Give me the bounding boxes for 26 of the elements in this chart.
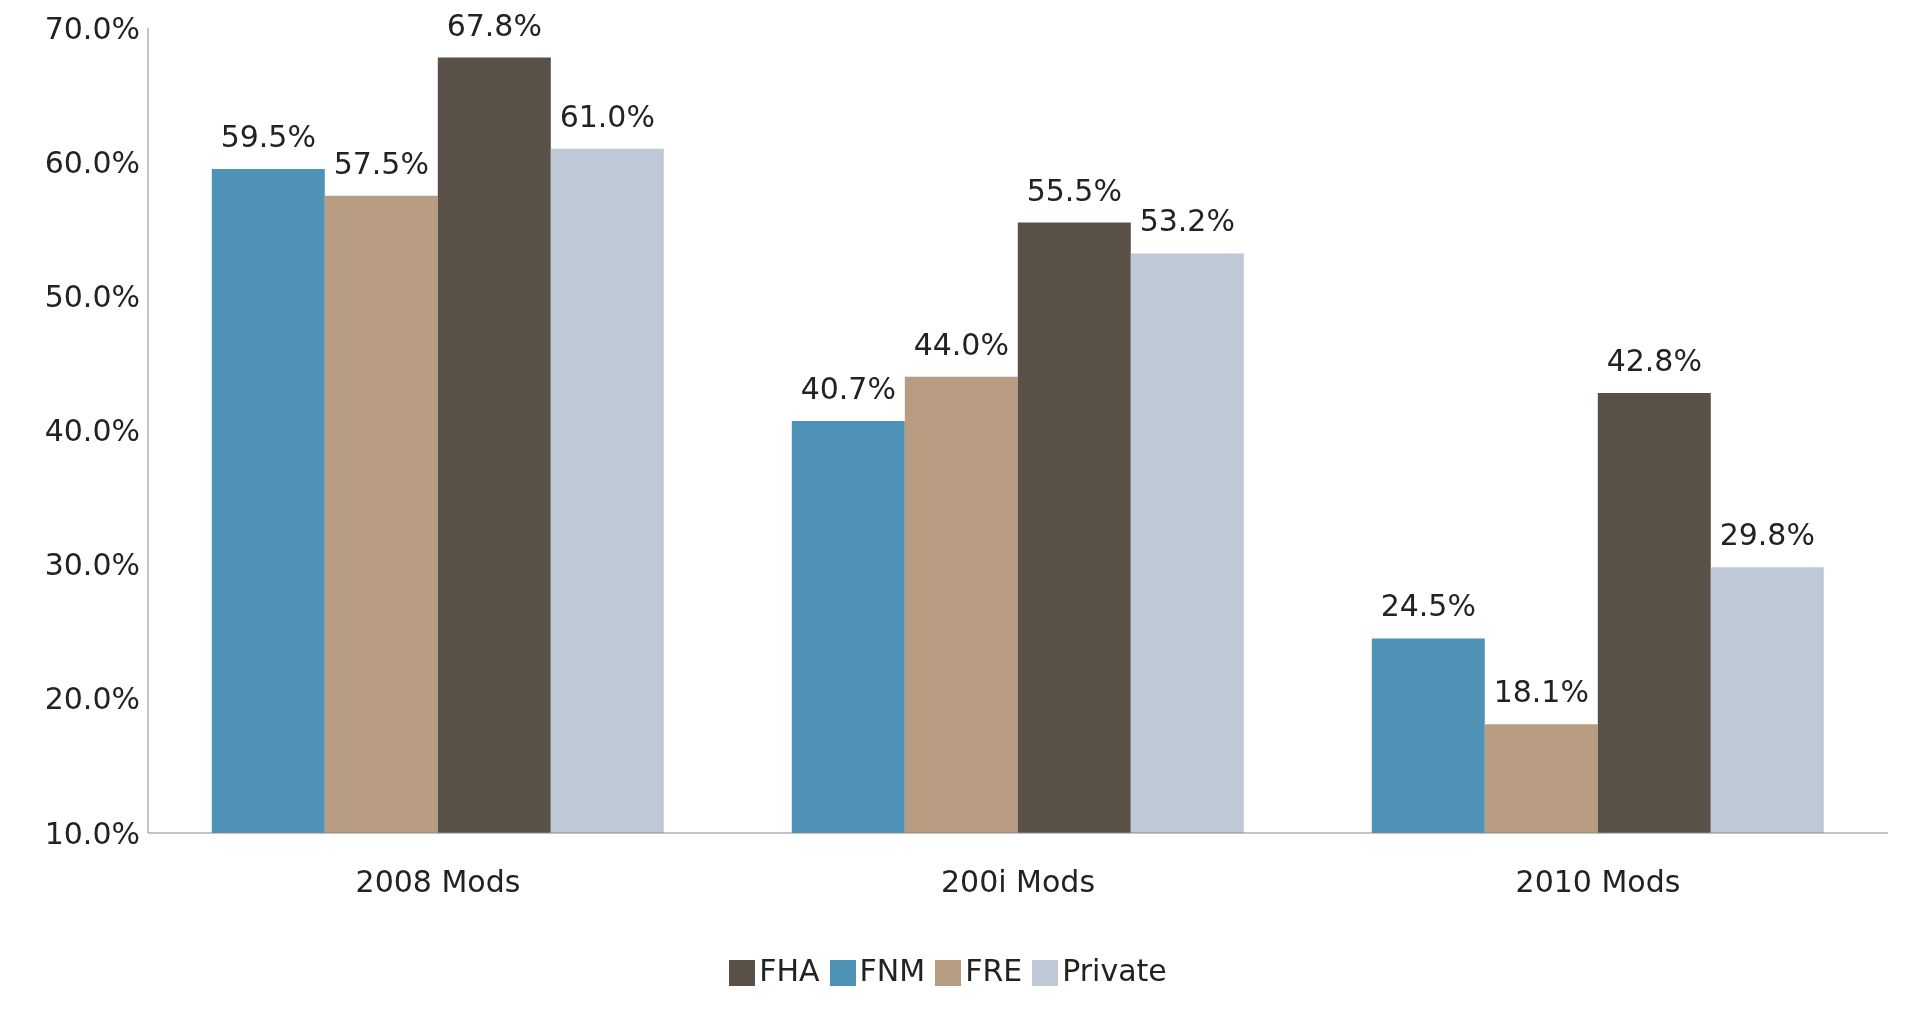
data-label: 29.8% bbox=[1719, 517, 1815, 553]
y-tick-label: 30.0% bbox=[44, 547, 140, 583]
data-label: 67.8% bbox=[446, 7, 542, 43]
y-tick-label: 70.0% bbox=[44, 10, 140, 46]
legend-label: Private bbox=[1062, 953, 1167, 988]
y-tick-label: 10.0% bbox=[44, 815, 140, 851]
y-tick-label: 60.0% bbox=[44, 144, 140, 180]
legend-label: FRE bbox=[965, 953, 1023, 988]
y-tick-label: 50.0% bbox=[44, 278, 140, 314]
y-tick-label: 40.0% bbox=[44, 413, 140, 449]
data-label: 57.5% bbox=[333, 145, 429, 181]
x-tick-label: 200i Mods bbox=[940, 864, 1096, 900]
data-label: 18.1% bbox=[1493, 674, 1589, 710]
data-label: 40.7% bbox=[800, 371, 896, 407]
data-label: 61.0% bbox=[559, 98, 655, 134]
x-tick-label: 2008 Mods bbox=[355, 864, 521, 900]
legend-label: FNM bbox=[859, 953, 926, 988]
data-label: 59.5% bbox=[220, 118, 316, 154]
y-tick-label: 20.0% bbox=[44, 681, 140, 717]
x-tick-label: 2010 Mods bbox=[1515, 864, 1681, 900]
data-label: 55.5% bbox=[1026, 172, 1122, 208]
data-label: 42.8% bbox=[1606, 342, 1702, 378]
legend-label: FHA bbox=[759, 953, 820, 988]
data-label: 53.2% bbox=[1139, 203, 1235, 239]
data-label: 24.5% bbox=[1380, 588, 1476, 624]
data-label: 44.0% bbox=[913, 326, 1009, 362]
